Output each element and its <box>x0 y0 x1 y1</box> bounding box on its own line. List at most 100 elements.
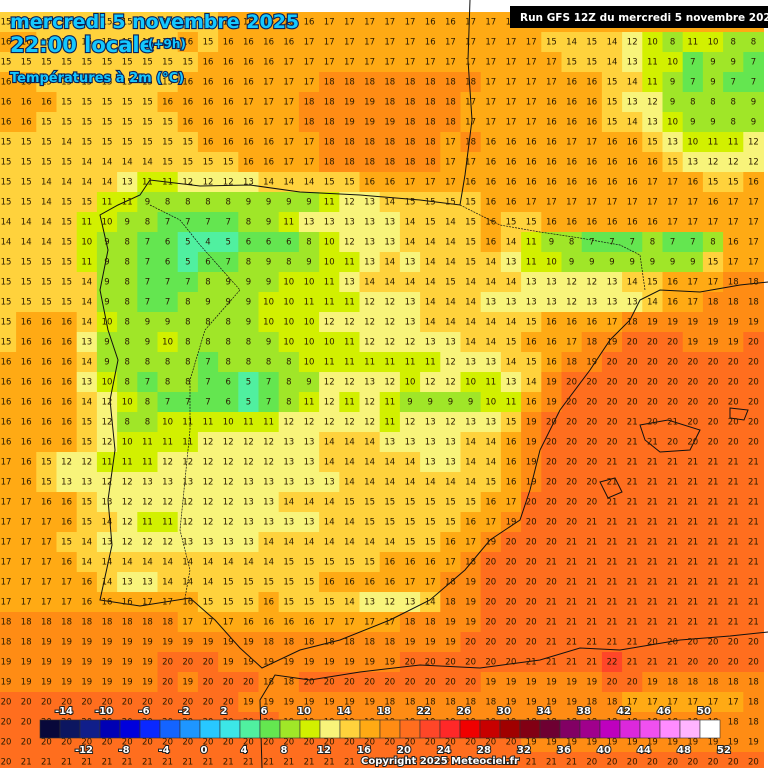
legend-swatch <box>359 719 381 739</box>
temperature-value: 14 <box>102 158 113 168</box>
temperature-cell <box>137 252 158 273</box>
temperature-value: 17 <box>364 58 375 68</box>
temperature-cell <box>298 692 320 713</box>
temperature-value: 20 <box>607 438 618 448</box>
temperature-cell <box>56 272 78 293</box>
temperature-cell <box>197 592 219 613</box>
temperature-cell <box>662 232 684 253</box>
temperature-value: 18 <box>445 698 456 708</box>
temperature-value: 8 <box>124 418 129 428</box>
temperature-cell <box>96 692 118 713</box>
temperature-cell <box>96 652 118 673</box>
temperature-cell <box>157 72 179 93</box>
temperature-value: 12 <box>364 338 375 348</box>
temperature-cell <box>682 392 704 413</box>
temperature-value: 14 <box>344 438 355 448</box>
temperature-cell <box>379 312 401 333</box>
temperature-value: 10 <box>304 338 315 348</box>
temperature-value: 14 <box>1 218 12 228</box>
temperature-value: 7 <box>690 238 695 248</box>
temperature-value: 19 <box>344 658 355 668</box>
temperature-value: 21 <box>647 438 658 448</box>
temperature-cell <box>420 232 441 253</box>
temperature-cell <box>36 572 57 593</box>
temperature-cell <box>723 152 744 173</box>
temperature-value: 15 <box>102 58 113 68</box>
temperature-cell <box>56 332 78 353</box>
temperature-value: 20 <box>607 358 618 368</box>
temperature-cell <box>702 532 724 553</box>
temperature-cell <box>197 552 219 573</box>
temperature-value: 16 <box>445 538 456 548</box>
temperature-value: 16 <box>21 398 32 408</box>
temperature-value: 20 <box>203 658 214 668</box>
temperature-cell <box>177 652 199 673</box>
temperature-cell <box>177 452 199 473</box>
temperature-value: 21 <box>627 438 638 448</box>
temperature-value: 19 <box>405 638 416 648</box>
temperature-value: 16 <box>586 158 597 168</box>
temperature-value: 20 <box>586 398 597 408</box>
temperature-value: 20 <box>748 398 759 408</box>
temperature-cell <box>137 652 158 673</box>
temperature-value: 19 <box>61 658 72 668</box>
temperature-value: 13 <box>304 478 315 488</box>
temperature-cell <box>379 572 401 593</box>
temperature-cell <box>319 272 340 293</box>
temperature-value: 9 <box>266 198 271 208</box>
temperature-cell <box>96 72 118 93</box>
temperature-value: 7 <box>751 58 756 68</box>
temperature-value: 11 <box>102 198 113 208</box>
temperature-cell <box>319 492 340 513</box>
temperature-cell <box>339 472 360 493</box>
temperature-value: 12 <box>384 318 395 328</box>
temperature-value: 8 <box>286 358 291 368</box>
temperature-cell <box>581 352 603 373</box>
temperature-value: 18 <box>384 98 395 108</box>
temperature-value: 21 <box>748 558 759 568</box>
temperature-value: 17 <box>526 78 537 88</box>
temperature-value: 20 <box>647 358 658 368</box>
temperature-value: 9 <box>751 98 756 108</box>
temperature-value: 19 <box>61 638 72 648</box>
temperature-value: 20 <box>546 538 557 548</box>
temperature-cell <box>56 532 78 553</box>
temperature-cell <box>682 452 704 473</box>
temperature-value: 13 <box>485 358 496 368</box>
temperature-cell <box>177 592 199 613</box>
temperature-cell <box>561 292 583 313</box>
temperature-value: 21 <box>687 458 698 468</box>
temperature-value: 19 <box>708 338 719 348</box>
temperature-value: 12 <box>748 138 759 148</box>
temperature-cell <box>56 292 78 313</box>
temperature-cell <box>157 212 179 233</box>
temperature-value: 20 <box>162 658 173 668</box>
temperature-cell <box>359 112 381 133</box>
temperature-value: 20 <box>445 678 456 688</box>
temperature-cell <box>218 512 239 533</box>
temperature-cell <box>642 132 663 153</box>
temperature-value: 21 <box>708 598 719 608</box>
temperature-cell <box>480 532 502 553</box>
temperature-value: 13 <box>61 478 72 488</box>
temperature-cell <box>723 112 744 133</box>
temperature-value: 17 <box>283 58 294 68</box>
temperature-value: 17 <box>283 98 294 108</box>
temperature-value: 16 <box>506 478 517 488</box>
temperature-cell <box>16 192 37 213</box>
legend-swatch <box>379 719 401 739</box>
temperature-cell <box>56 632 78 653</box>
temperature-cell <box>96 292 118 313</box>
temperature-cell <box>581 392 603 413</box>
temperature-cell <box>702 512 724 533</box>
temperature-cell <box>460 452 482 473</box>
temperature-cell <box>682 672 704 693</box>
temperature-cell <box>601 112 623 133</box>
temperature-value: 17 <box>526 118 537 128</box>
temperature-cell <box>743 92 764 113</box>
temperature-value: 9 <box>104 358 109 368</box>
temperature-value: 14 <box>485 318 496 328</box>
temperature-cell <box>420 252 441 273</box>
temperature-cell <box>379 632 401 653</box>
temperature-value: 19 <box>465 598 476 608</box>
